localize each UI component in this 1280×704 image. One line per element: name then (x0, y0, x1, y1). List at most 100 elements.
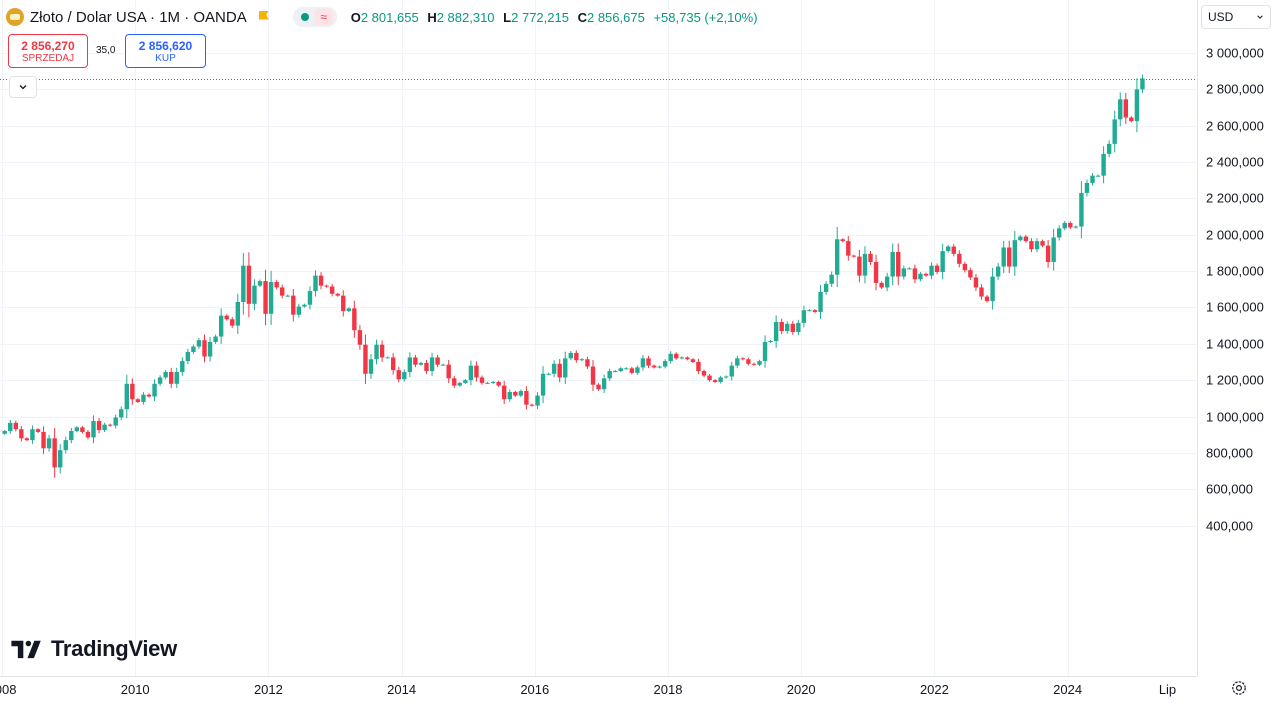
candle (1134, 78, 1140, 133)
currency-select[interactable]: USD (1201, 5, 1271, 29)
high-label: H (427, 9, 437, 25)
candle-body (1106, 143, 1112, 154)
candle-body (457, 382, 462, 386)
candle-body (379, 344, 385, 358)
candle (368, 354, 374, 379)
candle-body (973, 277, 979, 288)
candle-body (618, 368, 623, 372)
candle-body (207, 341, 213, 357)
sell-button[interactable]: 2 856,270 SPRZEDAJ (8, 34, 88, 68)
collapse-legend-button[interactable] (9, 76, 37, 98)
x-tick-label: 2016 (520, 682, 549, 697)
candle-body (435, 357, 440, 365)
candle-body (701, 371, 707, 376)
candle-body (812, 310, 818, 312)
candle-body (368, 359, 374, 374)
y-tick-label: 2 000,000 (1206, 228, 1264, 243)
candle-body (674, 353, 679, 359)
candle (285, 294, 290, 297)
candle (246, 252, 252, 318)
candle (252, 279, 257, 311)
candle (1106, 140, 1112, 158)
candle-body (402, 371, 407, 380)
candle-body (429, 357, 435, 372)
candle (712, 379, 718, 384)
chevron-down-icon (1257, 15, 1263, 19)
candle-body (563, 358, 568, 378)
candle (468, 360, 474, 386)
candle-body (840, 239, 845, 242)
y-tick-label: 1 400,000 (1206, 337, 1264, 352)
candle (740, 357, 746, 361)
candle-body (252, 285, 257, 304)
candle-body (823, 283, 829, 293)
candle-body (868, 253, 873, 263)
price-scale[interactable]: 3 000,000 2 800,000 2 600,000 2 400,000 2 20… (1206, 46, 1264, 534)
candle-body (1062, 222, 1067, 229)
candle (490, 380, 496, 384)
candle (984, 294, 990, 303)
candle-body (452, 378, 457, 386)
candle (1051, 228, 1056, 271)
candle-body (796, 322, 801, 332)
candle (296, 303, 302, 318)
candle (535, 392, 540, 410)
candle-body (263, 281, 268, 314)
candle (185, 348, 191, 365)
symbol-title[interactable]: Złoto / Dolar USA · 1M · OANDA (30, 8, 247, 26)
candle (868, 250, 873, 265)
candle-body (912, 268, 918, 280)
candle (574, 350, 579, 363)
candle (585, 356, 590, 370)
y-tick-label: 600,000 (1206, 482, 1253, 497)
candle (568, 350, 573, 361)
candle-body (130, 383, 135, 400)
sell-price: 2 856,270 (21, 38, 75, 53)
candle (690, 358, 696, 364)
candle (524, 386, 529, 410)
candle (851, 254, 857, 258)
y-tick-label: 1 800,000 (1206, 264, 1264, 279)
candle-body (191, 346, 196, 352)
candle (35, 428, 41, 434)
y-tick-label: 1 600,000 (1206, 300, 1264, 315)
gear-icon[interactable] (1230, 679, 1248, 697)
candle-body (146, 394, 152, 397)
candle-body (291, 295, 296, 315)
candle-body (579, 359, 585, 361)
candle (768, 339, 773, 344)
candle (613, 369, 618, 373)
candle (374, 339, 379, 365)
candle (485, 381, 490, 384)
flag-icon[interactable] (259, 11, 271, 24)
candle-body (102, 424, 107, 431)
candle-body (58, 450, 63, 468)
currency-value: USD (1208, 10, 1234, 24)
candle-body (957, 253, 962, 264)
candle (102, 422, 107, 433)
buy-button[interactable]: 2 856,620 KUP (125, 34, 206, 68)
candle (107, 423, 113, 427)
candle (807, 309, 812, 312)
candle-body (124, 383, 129, 410)
candle (607, 368, 612, 381)
candle-body (280, 287, 285, 296)
candle-body (518, 391, 524, 396)
tradingview-logo-icon (11, 640, 41, 659)
candle-body (1118, 99, 1123, 120)
candle (169, 367, 174, 388)
candle-body (818, 292, 823, 312)
candle-body (568, 352, 573, 359)
market-status[interactable]: ≈ (292, 7, 337, 27)
candle-body (1084, 182, 1090, 193)
candle-body (185, 351, 191, 362)
candle-body (857, 256, 862, 276)
time-scale[interactable]: 2008 2010 2012 2014 2016 2018 2020 2022 2024 Lip (0, 682, 1176, 697)
candle-body (896, 252, 901, 277)
candle-body (601, 378, 607, 390)
candle-body (407, 357, 413, 372)
candle-body (951, 246, 956, 254)
tradingview-logo[interactable]: TradingView (10, 636, 177, 662)
candle (213, 334, 218, 344)
